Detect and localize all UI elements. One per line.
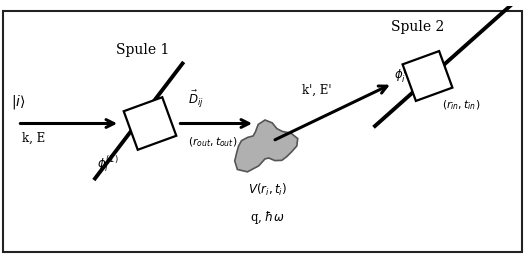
Text: $(r_{out},t_{out})$: $(r_{out},t_{out})$ — [187, 135, 237, 149]
Text: Spule 1: Spule 1 — [116, 43, 169, 57]
Text: k, E: k, E — [23, 132, 46, 145]
Polygon shape — [403, 51, 453, 101]
Text: q, $\hbar\omega$: q, $\hbar\omega$ — [250, 209, 285, 226]
Text: k', E': k', E' — [302, 84, 332, 97]
Text: $\vec{D}_{ij}$: $\vec{D}_{ij}$ — [187, 89, 203, 110]
Text: $\phi_i^{(1)}$: $\phi_i^{(1)}$ — [97, 154, 118, 174]
Text: $\phi_i^{(2)}$: $\phi_i^{(2)}$ — [394, 65, 416, 85]
Text: Spule 2: Spule 2 — [391, 19, 444, 34]
Text: $(r_{in},t_{in})$: $(r_{in},t_{in})$ — [443, 99, 481, 112]
Polygon shape — [235, 120, 298, 172]
Polygon shape — [124, 97, 176, 150]
Text: $|i\rangle$: $|i\rangle$ — [11, 93, 26, 111]
Text: $V(r_i,t_i)$: $V(r_i,t_i)$ — [248, 182, 287, 198]
FancyBboxPatch shape — [3, 11, 521, 252]
